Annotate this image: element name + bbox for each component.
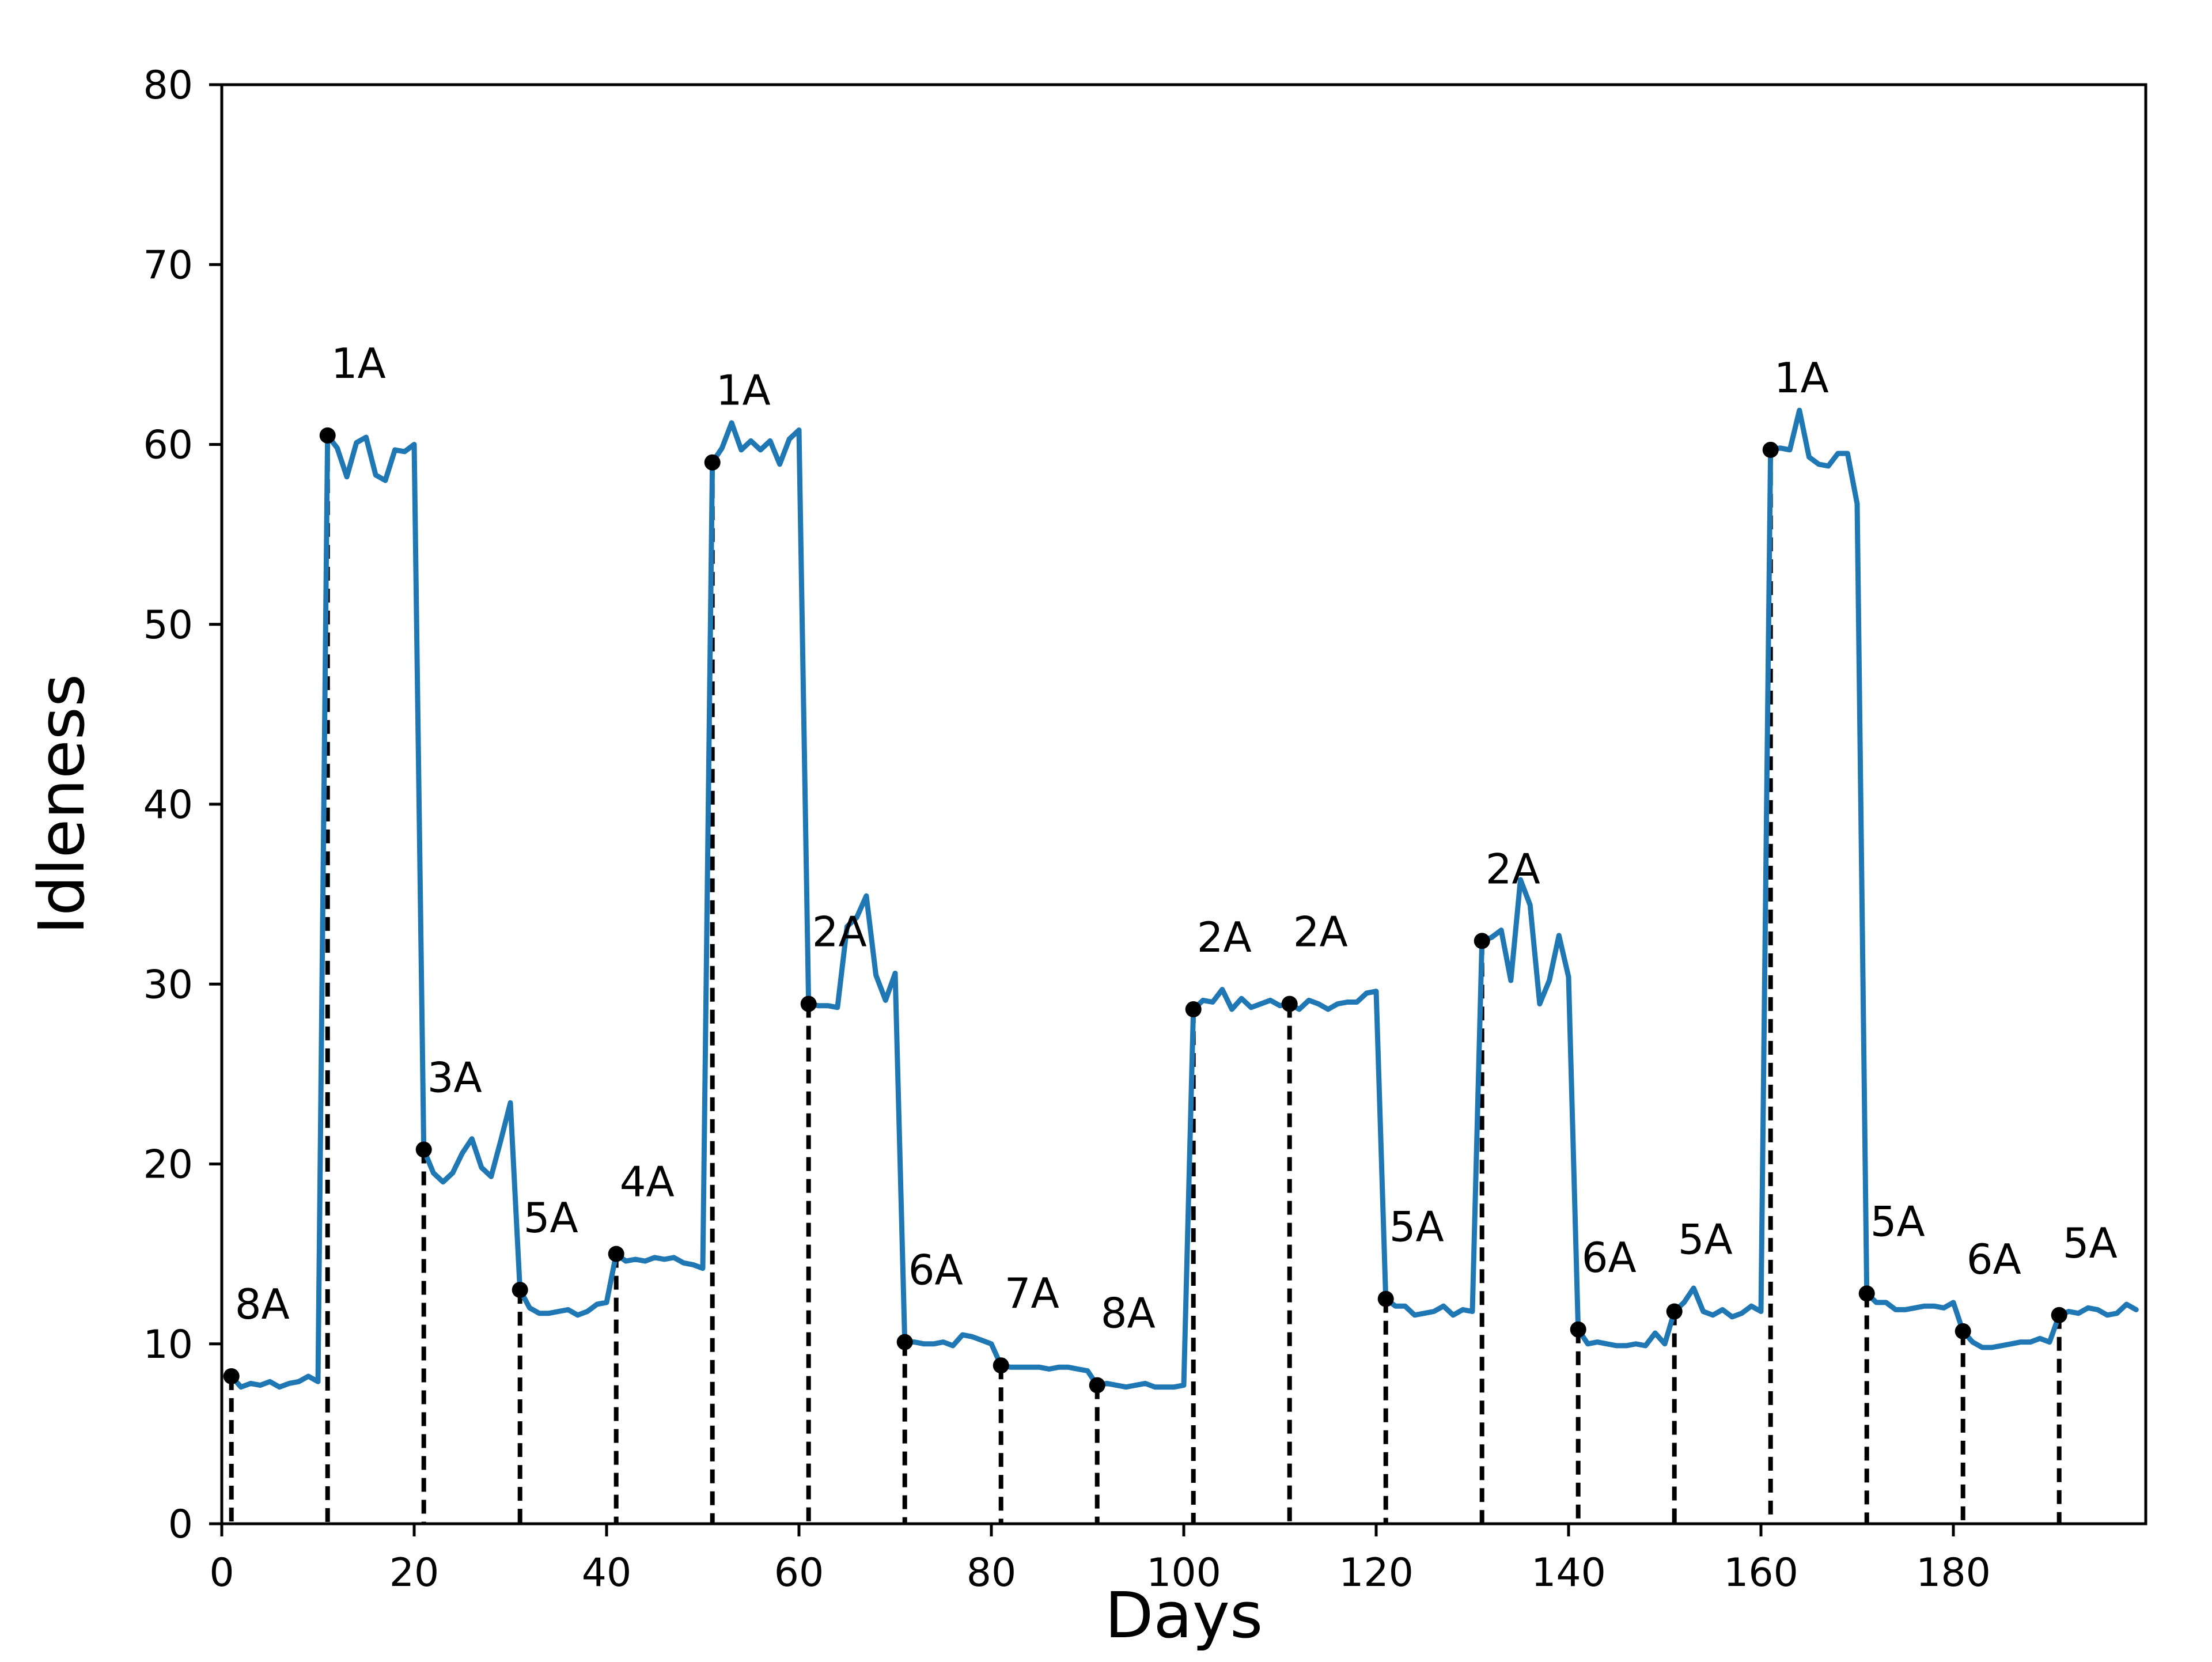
data-point-0 (223, 1368, 240, 1384)
markers-group (223, 427, 2067, 1394)
y-axis-title: Idleness (25, 674, 99, 935)
annotation-labels-group: 8A 1A 3A 5A 4A 1A 2A 6A 7A 8A 2A 2A 5A 2A 6A 5A 1A 5A 6A 5A (235, 339, 2118, 1338)
annotation-label-5: 1A (716, 366, 771, 415)
annotation-label-8: 7A (1005, 1269, 1059, 1318)
data-point-17 (1858, 1285, 1875, 1302)
annotation-label-13: 2A (1486, 845, 1540, 893)
annotation-label-0: 8A (235, 1280, 290, 1328)
annotation-label-18: 6A (1967, 1235, 2021, 1284)
x-tick-label-1: 20 (389, 1550, 440, 1596)
y-tick-label-4: 40 (143, 782, 193, 828)
x-tick-label-9: 180 (1916, 1550, 1991, 1596)
annotation-label-11: 2A (1293, 908, 1348, 956)
data-point-1 (319, 427, 336, 444)
data-point-11 (1281, 995, 1298, 1012)
data-point-12 (1377, 1290, 1394, 1307)
data-point-7 (896, 1334, 913, 1350)
x-tick-label-7: 140 (1531, 1550, 1606, 1596)
series-line-0 (229, 407, 2139, 1390)
y-tick-label-7: 70 (143, 243, 193, 288)
annotation-label-15: 5A (1678, 1216, 1733, 1264)
data-point-5 (704, 454, 721, 471)
x-tick-label-6: 120 (1339, 1550, 1414, 1596)
data-point-8 (993, 1357, 1009, 1374)
data-point-6 (800, 995, 817, 1012)
annotation-label-10: 2A (1197, 913, 1252, 961)
annotation-label-9: 8A (1101, 1289, 1156, 1338)
annotation-label-16: 1A (1774, 354, 1829, 402)
x-axis-title: Days (1105, 1578, 1263, 1652)
axes-group: 0 20 40 60 80 100 120 140 160 180 0 10 20 30 40 50 60 70 8… (25, 63, 2147, 1652)
x-tick-label-4: 80 (967, 1550, 1017, 1596)
data-point-18 (1955, 1323, 1971, 1339)
annotation-label-3: 5A (524, 1194, 578, 1242)
annotation-label-14: 6A (1582, 1233, 1637, 1282)
data-point-14 (1570, 1321, 1586, 1338)
annotation-label-19: 5A (2063, 1219, 2118, 1267)
annotation-label-1: 1A (331, 339, 386, 388)
x-tick-label-3: 60 (774, 1550, 824, 1596)
y-tick-label-1: 10 (143, 1322, 193, 1368)
x-tick-label-0: 0 (209, 1550, 234, 1596)
annotation-label-4: 4A (620, 1158, 675, 1206)
data-point-4 (608, 1245, 624, 1262)
data-point-19 (2051, 1307, 2067, 1323)
annotation-label-2: 3A (427, 1054, 482, 1102)
y-tick-label-2: 20 (143, 1142, 193, 1188)
data-point-16 (1762, 441, 1779, 458)
data-point-2 (415, 1141, 432, 1158)
y-tick-label-0: 0 (168, 1502, 193, 1547)
y-tick-label-8: 80 (143, 63, 193, 108)
x-tick-label-8: 160 (1724, 1550, 1798, 1596)
x-tick-label-2: 40 (582, 1550, 632, 1596)
data-point-10 (1185, 1001, 1202, 1017)
annotation-label-17: 5A (1870, 1197, 1925, 1245)
data-point-9 (1089, 1377, 1105, 1394)
y-tick-label-6: 60 (143, 423, 193, 468)
annotation-label-12: 5A (1389, 1203, 1444, 1251)
y-tick-label-3: 30 (143, 962, 193, 1008)
data-point-15 (1666, 1303, 1683, 1320)
data-point-13 (1474, 933, 1490, 949)
annotation-label-6: 2A (812, 908, 867, 956)
y-tick-label-5: 50 (143, 603, 193, 648)
annotation-label-7: 6A (908, 1246, 963, 1294)
series-group (229, 407, 2139, 1390)
data-point-3 (512, 1282, 528, 1298)
x-tick-label-5: 100 (1146, 1550, 1221, 1596)
